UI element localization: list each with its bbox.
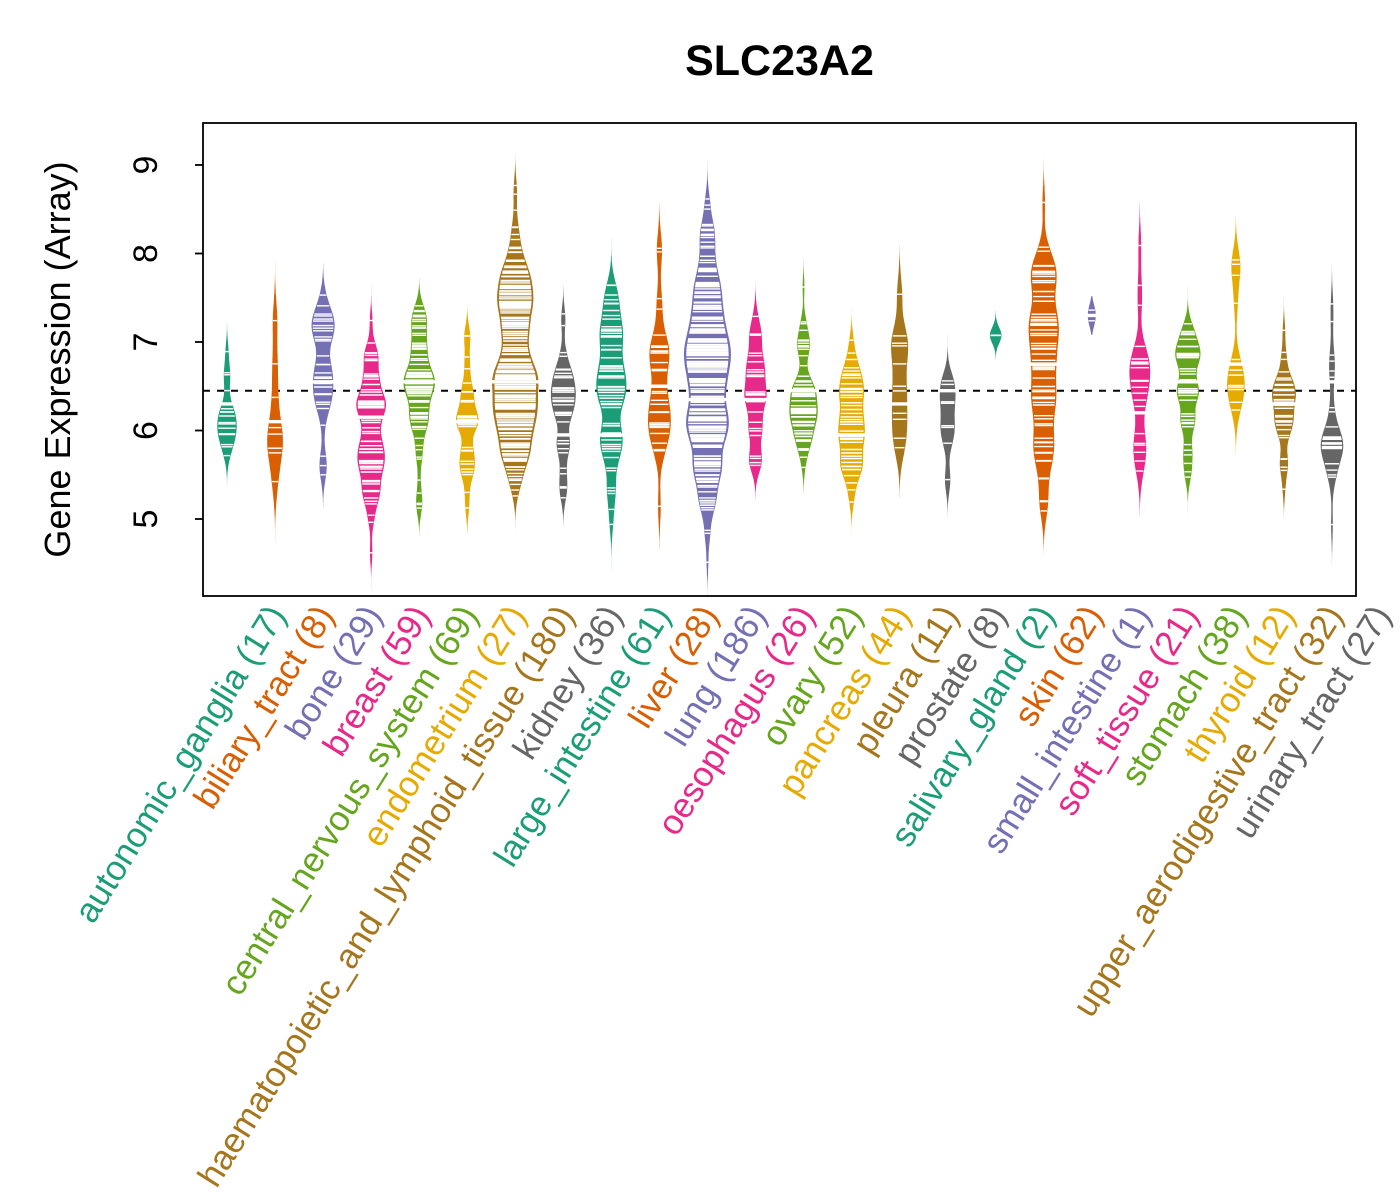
svg-text:9: 9 <box>127 156 165 175</box>
svg-text:SLC23A2: SLC23A2 <box>685 37 874 85</box>
svg-text:7: 7 <box>127 333 165 352</box>
svg-text:8: 8 <box>127 244 165 263</box>
svg-text:Gene Expression (Array): Gene Expression (Array) <box>37 161 78 557</box>
svg-text:6: 6 <box>127 421 165 440</box>
svg-text:5: 5 <box>127 510 165 529</box>
